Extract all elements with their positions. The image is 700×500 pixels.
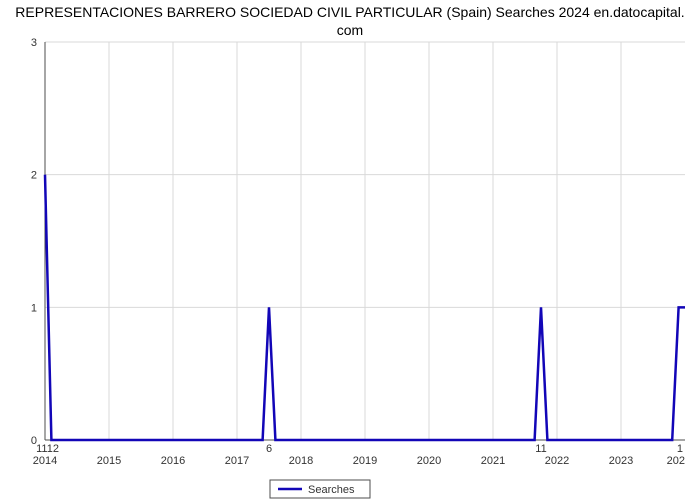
svg-text:2016: 2016: [161, 455, 185, 467]
y-tick-labels: 0123: [31, 37, 37, 447]
svg-text:2018: 2018: [289, 455, 313, 467]
svg-text:202: 202: [667, 455, 685, 467]
x-tick-labels: 2014 2015 2016 2017 2018 2019 2020 2021 2022 2023…: [33, 455, 685, 467]
svg-text:2020: 2020: [417, 455, 441, 467]
svg-text:2017: 2017: [225, 455, 249, 467]
svg-text:1112: 1112: [36, 443, 59, 455]
chart-title: REPRESENTACIONES BARRERO SOCIEDAD CIVIL …: [0, 4, 700, 39]
line-chart: 11126111 2014201520162017201820192020202…: [0, 0, 700, 500]
svg-text:2021: 2021: [481, 455, 505, 467]
svg-text:2023: 2023: [609, 455, 633, 467]
svg-text:2019: 2019: [353, 455, 377, 467]
svg-text:0: 0: [31, 435, 37, 447]
svg-text:1: 1: [31, 302, 37, 314]
svg-text:2015: 2015: [97, 455, 121, 467]
legend: Searches: [270, 480, 370, 498]
legend-label: Searches: [308, 484, 355, 496]
svg-text:2022: 2022: [545, 455, 569, 467]
svg-text:1: 1: [677, 443, 683, 455]
gridlines: [45, 42, 685, 440]
svg-text:6: 6: [266, 443, 272, 455]
svg-text:2014: 2014: [33, 455, 57, 467]
svg-text:11: 11: [535, 443, 546, 455]
spike-labels: 11126111: [36, 443, 683, 455]
svg-text:2: 2: [31, 170, 37, 182]
